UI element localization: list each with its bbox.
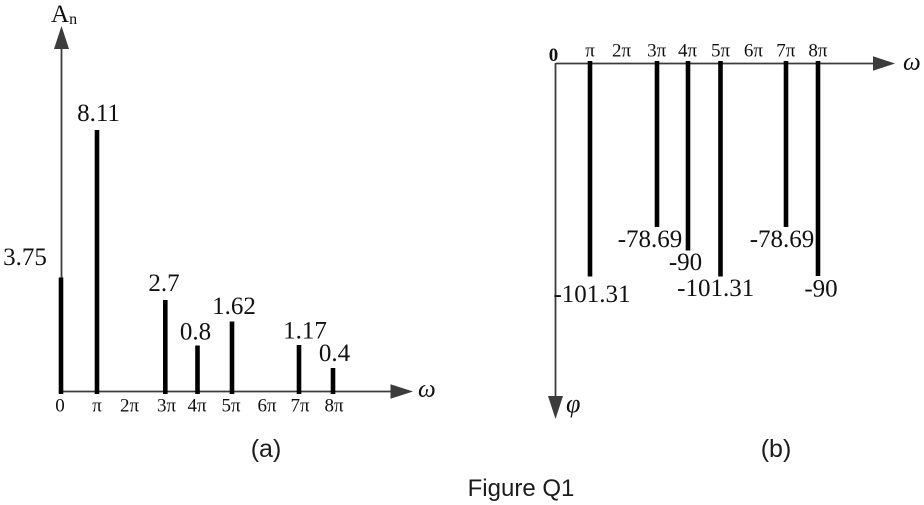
- svg-text:-101.31: -101.31: [677, 275, 754, 302]
- svg-text:7π: 7π: [776, 41, 796, 62]
- svg-text:0.4: 0.4: [319, 340, 351, 367]
- svg-text:8π: 8π: [808, 41, 828, 62]
- svg-text:0: 0: [549, 45, 559, 66]
- svg-text:2.7: 2.7: [148, 270, 179, 297]
- svg-text:-90: -90: [669, 249, 702, 276]
- svg-text:4π: 4π: [187, 396, 207, 417]
- svg-text:(a): (a): [251, 435, 282, 463]
- svg-text:-78.69: -78.69: [750, 226, 815, 253]
- svg-text:0: 0: [55, 396, 65, 417]
- svg-text:4π: 4π: [678, 41, 698, 62]
- svg-text:5π: 5π: [221, 396, 241, 417]
- svg-text:π: π: [585, 41, 595, 62]
- svg-text:-101.31: -101.31: [553, 281, 630, 308]
- svg-text:3.75: 3.75: [3, 244, 47, 271]
- svg-text:-90: -90: [804, 276, 837, 303]
- svg-text:Figure Q1: Figure Q1: [468, 475, 575, 502]
- svg-text:8π: 8π: [324, 396, 344, 417]
- svg-text:0.8: 0.8: [180, 319, 211, 346]
- svg-text:6π: 6π: [257, 396, 277, 417]
- svg-text:π: π: [92, 396, 102, 417]
- svg-text:(b): (b): [761, 435, 792, 463]
- svg-text:3π: 3π: [647, 41, 667, 62]
- svg-text:An: An: [51, 1, 77, 28]
- svg-text:7π: 7π: [290, 396, 310, 417]
- svg-text:φ: φ: [566, 389, 580, 418]
- svg-text:5π: 5π: [711, 41, 731, 62]
- svg-text:6π: 6π: [744, 41, 764, 62]
- svg-text:8.11: 8.11: [77, 100, 120, 127]
- svg-text:1.62: 1.62: [212, 293, 256, 320]
- svg-text:2π: 2π: [120, 396, 140, 417]
- svg-text:2π: 2π: [612, 41, 632, 62]
- svg-text:-78.69: -78.69: [618, 226, 683, 253]
- svg-text:ω: ω: [418, 376, 436, 403]
- svg-text:ω: ω: [903, 49, 921, 76]
- svg-text:3π: 3π: [157, 396, 177, 417]
- svg-text:1.17: 1.17: [283, 318, 327, 345]
